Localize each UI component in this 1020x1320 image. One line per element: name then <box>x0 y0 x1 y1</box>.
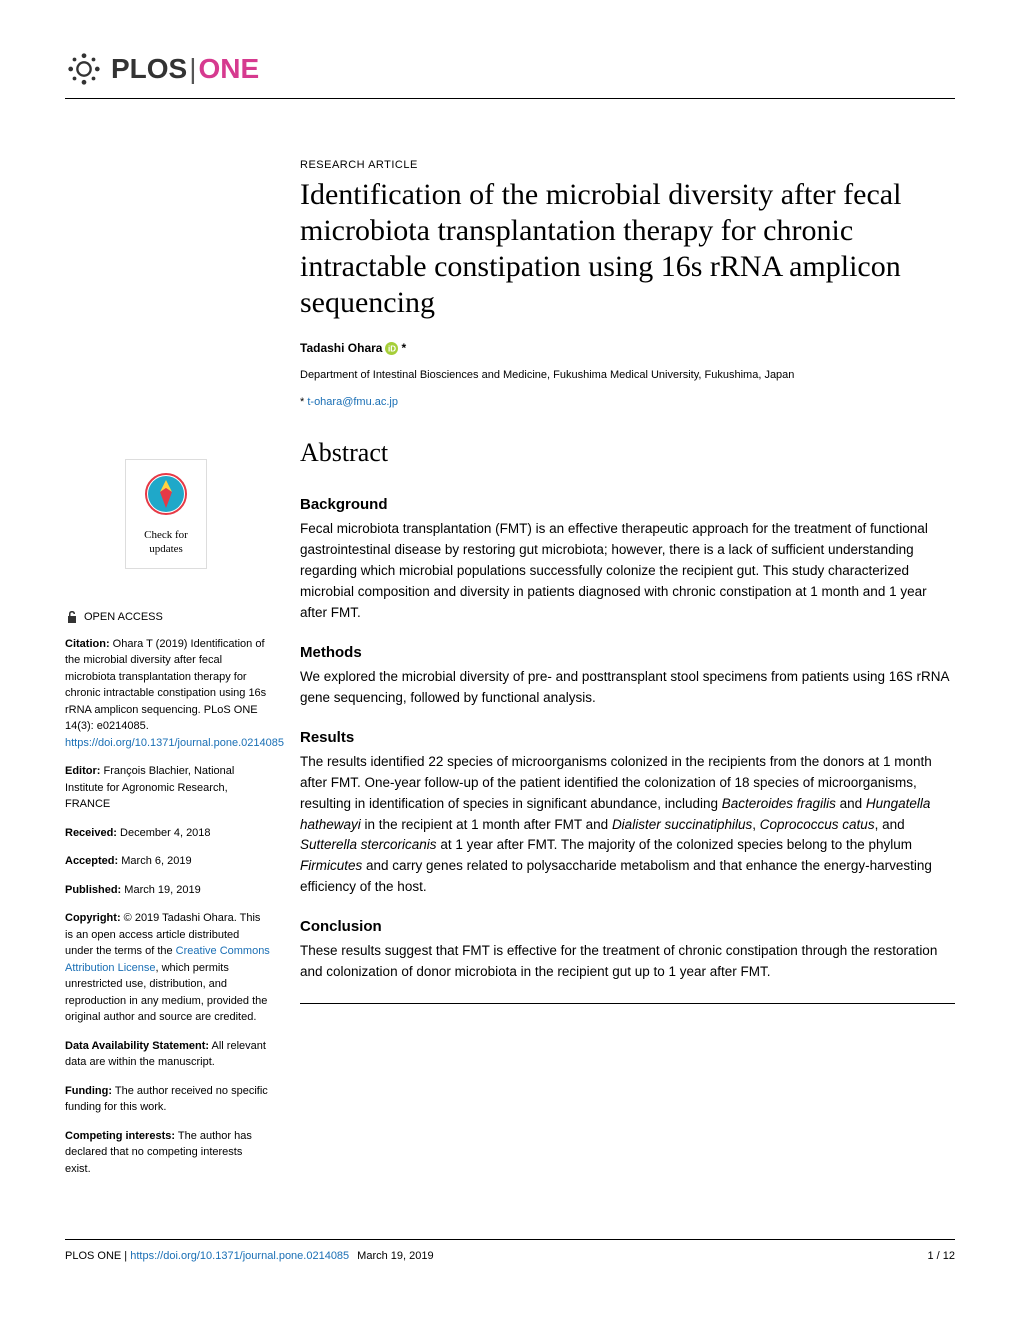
sidebar: Check for updates OPEN ACCESS Citation: … <box>65 159 270 1189</box>
crossmark-icon <box>144 472 188 516</box>
abstract-heading: Abstract <box>300 438 955 468</box>
author-line: Tadashi Ohara* <box>300 341 955 355</box>
copyright-block: Copyright: © 2019 Tadashi Ohara. This is… <box>65 910 270 1026</box>
published-block: Published: March 19, 2019 <box>65 882 270 899</box>
methods-heading: Methods <box>300 644 955 661</box>
footer-date: March 19, 2019 <box>357 1250 433 1262</box>
article-title: Identification of the microbial diversit… <box>300 177 955 321</box>
check-updates-line2: updates <box>144 542 188 556</box>
plos-logo-icon <box>65 50 103 88</box>
conclusion-heading: Conclusion <box>300 918 955 935</box>
conclusion-text: These results suggest that FMT is effect… <box>300 941 955 983</box>
citation-block: Citation: Ohara T (2019) Identification … <box>65 636 270 752</box>
editor-block: Editor: François Blachier, National Inst… <box>65 763 270 813</box>
main-content: RESEARCH ARTICLE Identification of the m… <box>300 159 955 1189</box>
results-heading: Results <box>300 729 955 746</box>
check-updates-badge[interactable]: Check for updates <box>125 459 207 569</box>
open-access-label: OPEN ACCESS <box>65 609 270 626</box>
check-updates-line1: Check for <box>144 528 188 542</box>
article-type: RESEARCH ARTICLE <box>300 159 955 171</box>
journal-logo: PLOS|ONE <box>65 50 955 88</box>
competing-interests-block: Competing interests: The author has decl… <box>65 1128 270 1178</box>
affiliation: Department of Intestinal Biosciences and… <box>300 369 955 381</box>
page-number: 1 / 12 <box>927 1250 955 1262</box>
header-divider <box>65 98 955 99</box>
orcid-icon[interactable] <box>385 342 398 355</box>
logo-one-text: ONE <box>199 53 260 84</box>
email-link[interactable]: t-ohara@fmu.ac.jp <box>307 396 398 408</box>
background-text: Fecal microbiota transplantation (FMT) i… <box>300 519 955 624</box>
background-heading: Background <box>300 496 955 513</box>
citation-doi-link[interactable]: https://doi.org/10.1371/journal.pone.021… <box>65 737 284 749</box>
received-block: Received: December 4, 2018 <box>65 825 270 842</box>
accepted-block: Accepted: March 6, 2019 <box>65 853 270 870</box>
open-lock-icon <box>65 610 79 624</box>
funding-block: Funding: The author received no specific… <box>65 1083 270 1116</box>
results-text: The results identified 22 species of mic… <box>300 752 955 898</box>
methods-text: We explored the microbial diversity of p… <box>300 667 955 709</box>
page-footer: PLOS ONE | https://doi.org/10.1371/journ… <box>65 1239 955 1262</box>
data-availability-block: Data Availability Statement: All relevan… <box>65 1038 270 1071</box>
corresponding-email: * t-ohara@fmu.ac.jp <box>300 396 955 408</box>
footer-doi-link[interactable]: https://doi.org/10.1371/journal.pone.021… <box>130 1250 349 1262</box>
logo-plos-text: PLOS <box>111 53 187 84</box>
conclusion-divider <box>300 1003 955 1004</box>
